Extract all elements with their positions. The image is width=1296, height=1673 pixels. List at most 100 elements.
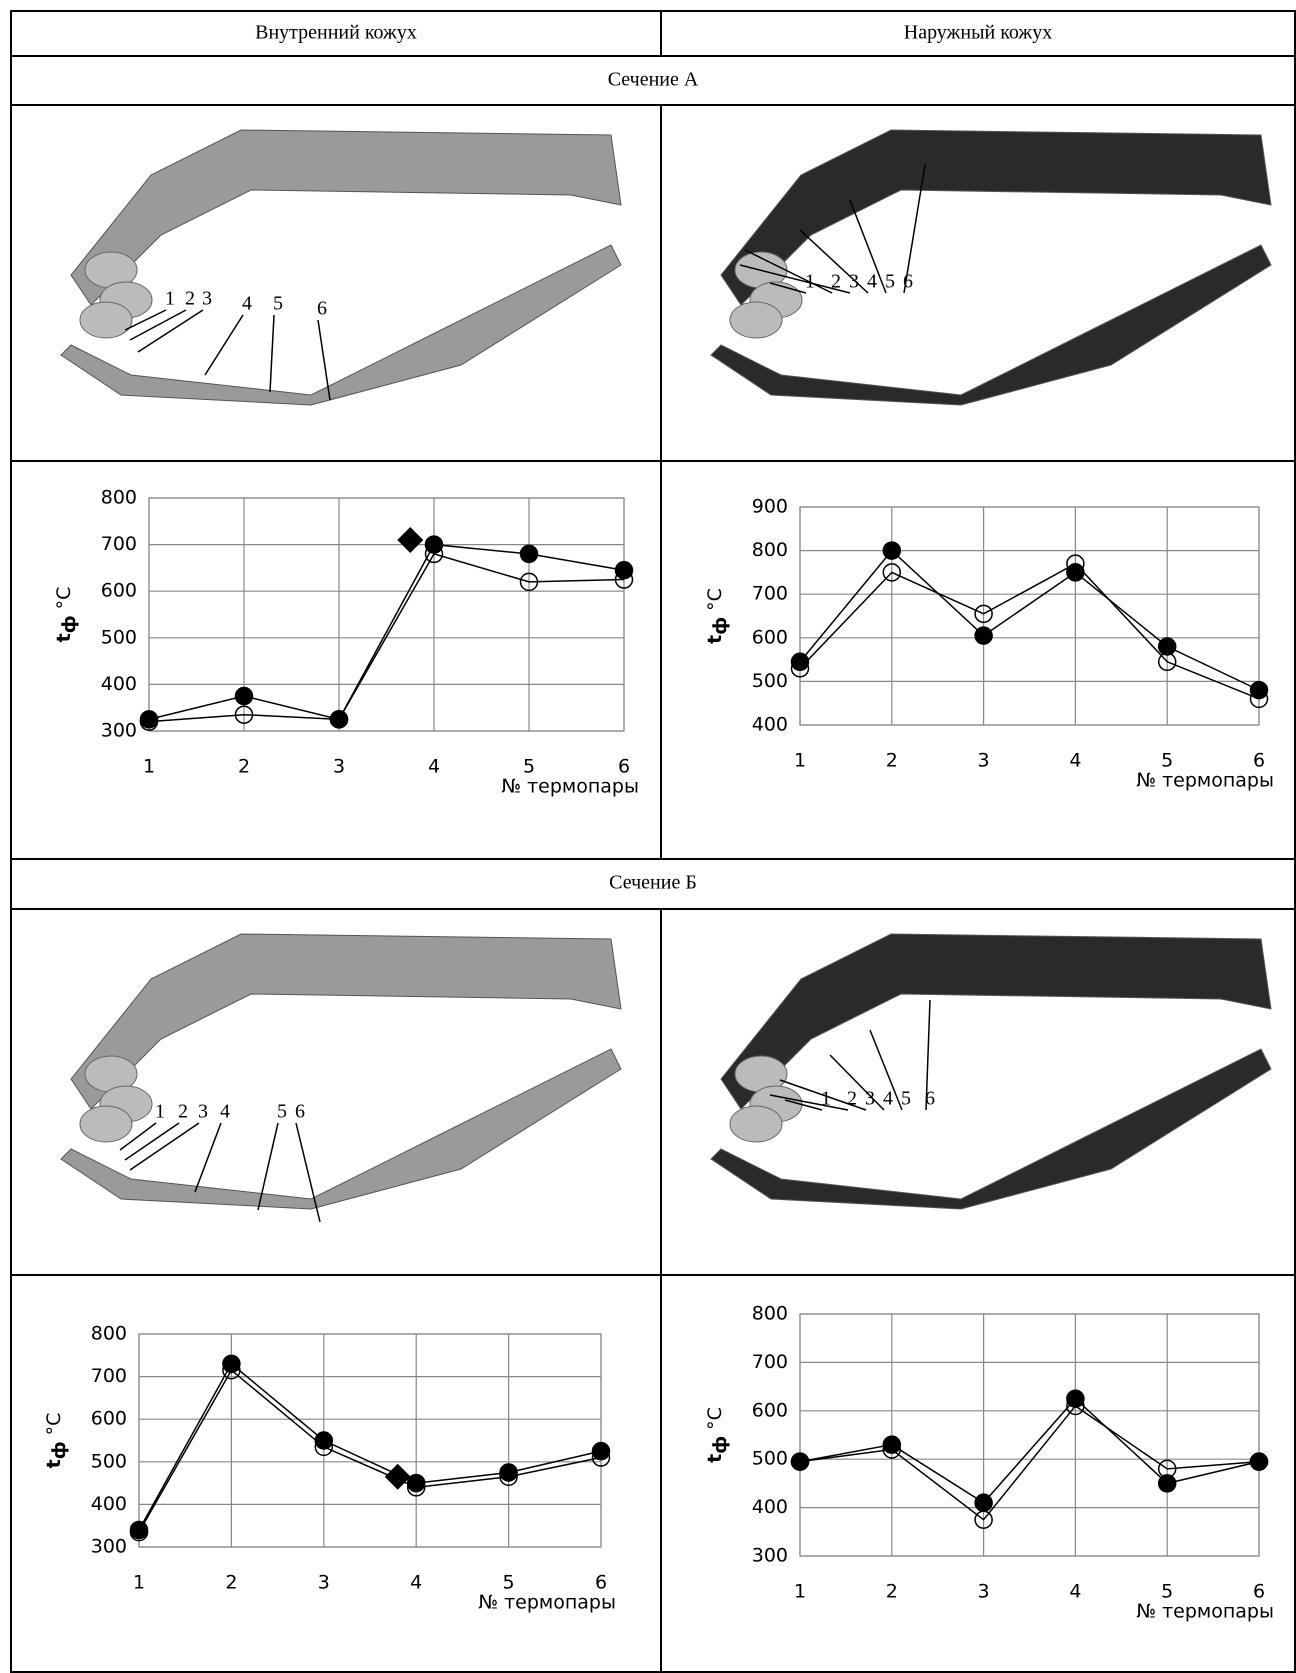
nozzle bbox=[80, 1106, 132, 1142]
x-tick-label: 1 bbox=[143, 756, 155, 778]
plot-frame bbox=[800, 507, 1259, 725]
y-axis-label-unit: °C bbox=[53, 587, 75, 610]
filled-marker bbox=[500, 1464, 517, 1481]
y-tick-label: 800 bbox=[752, 1303, 788, 1325]
y-axis-label: tф°C bbox=[53, 587, 81, 643]
y-tick-label: 500 bbox=[752, 670, 788, 692]
y-axis-label-symbol: t bbox=[704, 635, 726, 644]
y-axis-label-unit: °C bbox=[704, 1407, 726, 1430]
thermocouple-label: 5 bbox=[885, 271, 895, 293]
series-line bbox=[149, 545, 624, 720]
thermocouple-label: 3 bbox=[198, 1101, 208, 1123]
x-tick-label: 3 bbox=[333, 756, 345, 778]
filled-marker bbox=[1251, 682, 1268, 699]
shroud-upper bbox=[71, 130, 621, 305]
x-tick-label: 3 bbox=[978, 750, 990, 772]
leader-line bbox=[830, 1055, 884, 1110]
diamond-marker bbox=[385, 1464, 411, 1490]
filled-marker bbox=[331, 711, 348, 728]
y-tick-label: 500 bbox=[91, 1450, 127, 1472]
y-axis-label: tф°C bbox=[704, 588, 732, 644]
y-axis-label-unit: °C bbox=[704, 588, 726, 611]
leader-line bbox=[130, 1123, 199, 1170]
y-tick-label: 500 bbox=[752, 1448, 788, 1470]
filled-marker bbox=[792, 653, 809, 670]
filled-marker bbox=[1159, 638, 1176, 655]
model-render: 123456 bbox=[61, 130, 621, 405]
y-tick-label: 400 bbox=[752, 1496, 788, 1518]
y-tick-label: 700 bbox=[752, 1351, 788, 1373]
nozzle bbox=[80, 302, 132, 338]
y-tick-label: 600 bbox=[752, 1399, 788, 1421]
filled-marker bbox=[1159, 1475, 1176, 1492]
x-tick-label: 4 bbox=[428, 756, 440, 778]
y-tick-label: 400 bbox=[91, 1493, 127, 1515]
y-axis-label-symbol: t bbox=[704, 1454, 726, 1463]
y-axis-label-subscript: ф bbox=[49, 1441, 70, 1459]
x-tick-label: 4 bbox=[1069, 750, 1081, 772]
plot-frame bbox=[139, 1334, 601, 1547]
section-title: Сечение Б bbox=[609, 872, 697, 894]
series-line bbox=[800, 1406, 1259, 1520]
x-tick-label: 3 bbox=[978, 1581, 990, 1603]
y-axis-label-unit: °C bbox=[43, 1413, 65, 1436]
shroud-lower bbox=[711, 245, 1271, 405]
x-tick-label: 5 bbox=[523, 756, 535, 778]
x-tick-label: 2 bbox=[238, 756, 250, 778]
leader-line bbox=[270, 315, 274, 392]
model-render: 123456 bbox=[711, 130, 1271, 405]
filled-marker bbox=[593, 1443, 610, 1460]
nozzle bbox=[730, 1106, 782, 1142]
filled-marker bbox=[426, 536, 443, 553]
shroud-lower bbox=[711, 1049, 1271, 1209]
y-tick-label: 700 bbox=[91, 1365, 127, 1387]
x-tick-label: 6 bbox=[1253, 750, 1265, 772]
thermocouple-label: 6 bbox=[317, 298, 327, 320]
filled-marker bbox=[131, 1521, 148, 1538]
y-axis-label-symbol: t bbox=[53, 633, 75, 642]
filled-marker bbox=[1067, 564, 1084, 581]
x-tick-label: 1 bbox=[133, 1572, 145, 1594]
nozzle bbox=[730, 302, 782, 338]
x-axis-label: № термопары bbox=[1136, 770, 1274, 792]
x-axis-label: № термопары bbox=[478, 1592, 616, 1614]
series-line bbox=[139, 1364, 601, 1530]
filled-marker bbox=[1067, 1390, 1084, 1407]
x-tick-label: 1 bbox=[794, 750, 806, 772]
thermocouple-label: 4 bbox=[883, 1088, 893, 1110]
series-line bbox=[800, 1399, 1259, 1503]
x-tick-label: 6 bbox=[618, 756, 630, 778]
thermocouple-label: 4 bbox=[220, 1101, 230, 1123]
y-axis-label: tф °C bbox=[704, 1407, 732, 1463]
x-tick-label: 2 bbox=[886, 1581, 898, 1603]
shroud-upper bbox=[721, 934, 1271, 1109]
y-axis-label-subscript: ф bbox=[710, 1436, 731, 1454]
filled-marker bbox=[236, 688, 253, 705]
filled-marker bbox=[975, 627, 992, 644]
x-tick-label: 1 bbox=[794, 1581, 806, 1603]
x-tick-label: 6 bbox=[1253, 1581, 1265, 1603]
thermocouple-label: 6 bbox=[903, 271, 913, 293]
leader-line bbox=[205, 315, 243, 375]
model-render: 123456 bbox=[61, 934, 621, 1222]
filled-marker bbox=[883, 542, 900, 559]
filled-marker bbox=[141, 711, 158, 728]
x-tick-label: 4 bbox=[410, 1572, 422, 1594]
diamond-marker bbox=[397, 527, 423, 553]
y-tick-label: 300 bbox=[752, 1545, 788, 1567]
x-tick-label: 5 bbox=[1161, 1581, 1173, 1603]
y-tick-label: 300 bbox=[101, 720, 137, 742]
x-axis-label: № термопары bbox=[501, 776, 639, 798]
leader-line bbox=[195, 1123, 221, 1192]
shroud-upper bbox=[71, 934, 621, 1109]
y-tick-label: 800 bbox=[101, 487, 137, 509]
y-tick-label: 900 bbox=[752, 496, 788, 518]
thermocouple-label: 5 bbox=[273, 293, 283, 315]
x-axis-label: № термопары bbox=[1136, 1601, 1274, 1623]
y-tick-label: 400 bbox=[101, 673, 137, 695]
y-tick-label: 600 bbox=[752, 626, 788, 648]
y-tick-label: 500 bbox=[101, 626, 137, 648]
thermocouple-label: 6 bbox=[925, 1088, 935, 1110]
y-tick-label: 600 bbox=[101, 580, 137, 602]
